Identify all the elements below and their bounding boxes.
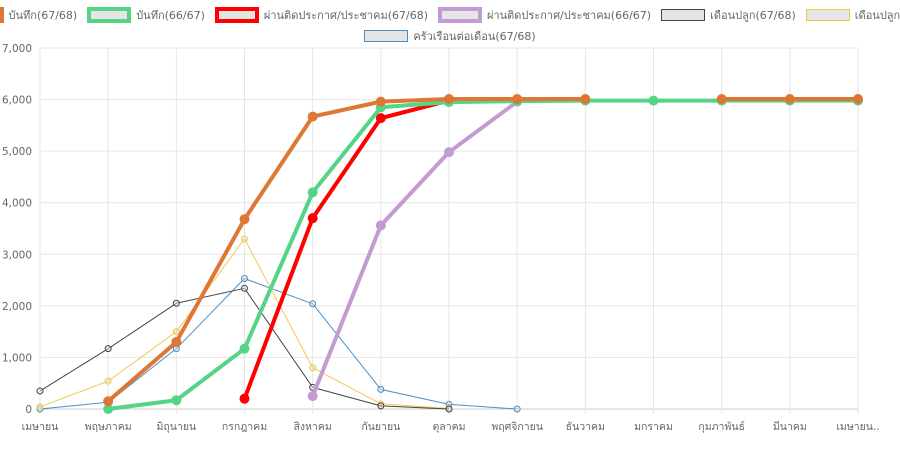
legend-item[interactable]: เดือนปลูก(67/68) bbox=[661, 6, 796, 24]
legend-swatch bbox=[805, 9, 850, 21]
data-point bbox=[377, 385, 385, 393]
legend-label: บันทึก(67/68) bbox=[8, 9, 78, 22]
legend-item[interactable]: บันทึก(66/67) bbox=[87, 6, 205, 24]
data-point bbox=[375, 96, 386, 107]
data-point bbox=[36, 387, 44, 395]
data-point bbox=[172, 328, 180, 336]
data-point bbox=[648, 95, 659, 106]
y-tick-label: 4,000 bbox=[2, 198, 32, 210]
series-line-1 bbox=[107, 98, 858, 411]
data-point bbox=[512, 94, 523, 105]
legend-item[interactable]: ครัวเรือนต่อเดือน(67/68) bbox=[364, 27, 536, 45]
legend-row-2: ครัวเรือนต่อเดือน(67/68) bbox=[0, 27, 900, 45]
legend-label: เดือนปลูก(67/68) bbox=[710, 9, 796, 22]
data-point bbox=[171, 336, 182, 347]
data-point bbox=[36, 403, 44, 411]
legend-swatch bbox=[438, 7, 482, 23]
x-tick-label: กรกฎาคม bbox=[222, 421, 267, 433]
legend-item[interactable]: บันทึก(67/68) bbox=[0, 6, 77, 24]
x-tick-label: มิถุนายน bbox=[156, 421, 196, 433]
series-line-6 bbox=[39, 278, 518, 410]
data-point bbox=[103, 396, 114, 407]
x-tick-label: กุมภาพันธ์ bbox=[698, 420, 745, 433]
data-point bbox=[307, 111, 318, 122]
data-point bbox=[239, 214, 250, 225]
series-line-3 bbox=[310, 100, 519, 397]
y-tick-label: 7,000 bbox=[2, 43, 32, 55]
data-point bbox=[239, 393, 250, 404]
x-tick-label: มีนาคม bbox=[773, 420, 807, 433]
x-tick-label: พฤษภาคม bbox=[85, 421, 132, 433]
data-point bbox=[375, 220, 386, 231]
data-point bbox=[375, 113, 386, 124]
data-point bbox=[241, 284, 248, 292]
data-point bbox=[103, 404, 114, 414]
data-point bbox=[104, 345, 112, 353]
data-point bbox=[172, 299, 180, 307]
data-point bbox=[444, 147, 454, 158]
legend-item[interactable]: ผ่านติดประกาศ/ประชาคม(67/68) bbox=[214, 6, 428, 24]
legend-row-1: บันทึก(67/68) บันทึก(66/67) ผ่านติดประกาศ/… bbox=[0, 6, 900, 24]
data-point bbox=[241, 275, 248, 283]
data-point bbox=[307, 187, 318, 198]
y-tick-label: 0 bbox=[25, 404, 32, 416]
x-tick-label: พฤศจิกายน bbox=[491, 421, 543, 433]
series-line-0 bbox=[106, 97, 858, 403]
legend-item[interactable]: ผ่านติดประกาศ/ประชาคม(66/67) bbox=[438, 6, 651, 24]
legend-label: บันทึก(66/67) bbox=[136, 9, 205, 22]
data-point bbox=[309, 364, 317, 372]
y-tick-label: 6,000 bbox=[2, 95, 32, 107]
x-tick-label: เมษายน.. bbox=[836, 421, 879, 433]
y-tick-label: 3,000 bbox=[2, 249, 32, 261]
data-point bbox=[241, 235, 248, 243]
data-point bbox=[716, 94, 727, 105]
data-point bbox=[853, 94, 863, 105]
y-tick-label: 5,000 bbox=[2, 146, 32, 158]
legend-swatch bbox=[214, 7, 259, 23]
x-tick-label: มกราคม bbox=[634, 421, 673, 433]
data-point bbox=[513, 405, 521, 413]
legend-label: เดือนปลูก(66/67) bbox=[854, 9, 900, 22]
data-point bbox=[444, 94, 454, 105]
legend-label: ผ่านติดประกาศ/ประชาคม(66/67) bbox=[487, 9, 652, 22]
legend-swatch bbox=[0, 7, 4, 23]
series-line-2 bbox=[242, 98, 450, 400]
x-tick-label: ตุลาคม bbox=[432, 421, 465, 433]
y-tick-label: 1,000 bbox=[2, 352, 32, 364]
data-point bbox=[171, 395, 182, 406]
legend-swatch bbox=[87, 7, 132, 23]
data-point bbox=[445, 405, 453, 413]
data-point bbox=[307, 391, 318, 402]
y-tick-label: 2,000 bbox=[2, 301, 32, 313]
x-tick-label: กันยายน bbox=[361, 421, 400, 433]
legend-item[interactable]: เดือนปลูก(66/67) bbox=[805, 6, 900, 24]
data-point bbox=[580, 94, 591, 105]
legend-swatch bbox=[364, 30, 409, 42]
data-point bbox=[239, 343, 250, 354]
data-point bbox=[784, 94, 795, 105]
legend-swatch bbox=[661, 9, 706, 21]
x-tick-label: สิงหาคม bbox=[294, 421, 332, 433]
data-point bbox=[377, 402, 385, 410]
data-point bbox=[309, 300, 317, 308]
legend-label: ผ่านติดประกาศ/ประชาคม(67/68) bbox=[263, 9, 428, 22]
x-tick-label: ธันวาคม bbox=[566, 421, 605, 433]
data-point bbox=[104, 377, 112, 385]
x-tick-label: เมษายน bbox=[22, 421, 59, 433]
legend-label: ครัวเรือนต่อเดือน(67/68) bbox=[413, 30, 536, 43]
data-point bbox=[307, 213, 318, 224]
